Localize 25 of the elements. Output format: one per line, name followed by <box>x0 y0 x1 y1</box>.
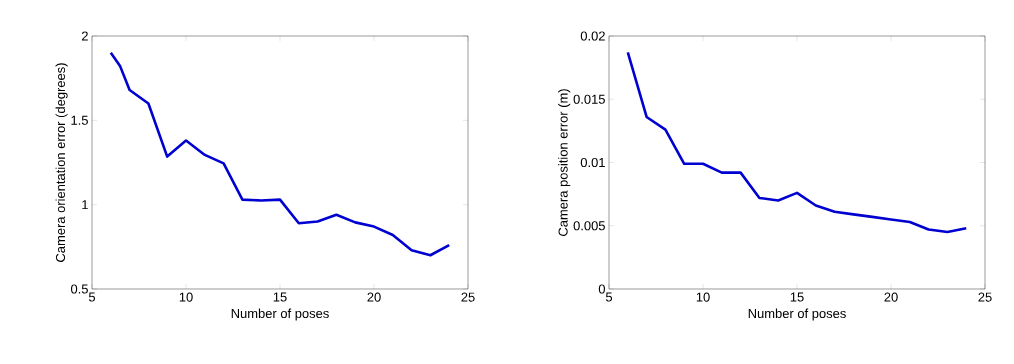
x-tick-label: 5 <box>605 292 613 302</box>
x-tick-label: 20 <box>884 292 898 302</box>
y-tick-label: 0.01 <box>580 157 605 168</box>
y-axis-title: Camera orientation error (degrees) <box>55 63 68 262</box>
y-tick-label: 1.5 <box>71 115 88 125</box>
x-axis-title: Number of poses <box>231 308 329 321</box>
y-tick-label: 1 <box>82 200 88 210</box>
x-tick-label: 10 <box>179 292 193 302</box>
x-tick-label: 10 <box>696 292 710 302</box>
line-series <box>626 51 968 234</box>
y-tick-label: 0.02 <box>580 31 605 41</box>
x-tick-label: 25 <box>461 292 475 302</box>
y-tick-label: 0.5 <box>70 284 88 294</box>
x-tick-label: 25 <box>978 292 992 302</box>
y-tick-label: 0.015 <box>573 94 605 104</box>
x-tick-label: 15 <box>790 292 804 302</box>
line-series <box>109 51 451 257</box>
y-tick-label: 2 <box>81 31 88 41</box>
x-axis-title: Number of poses <box>748 308 846 321</box>
y-axis-title: Camera position error (m) <box>558 89 571 236</box>
y-tick-label: 0 <box>598 284 605 294</box>
x-tick-label: 15 <box>273 292 287 302</box>
x-tick-label: 5 <box>88 292 96 302</box>
x-tick-label: 20 <box>367 292 381 302</box>
y-tick-label: 0.005 <box>573 221 605 231</box>
